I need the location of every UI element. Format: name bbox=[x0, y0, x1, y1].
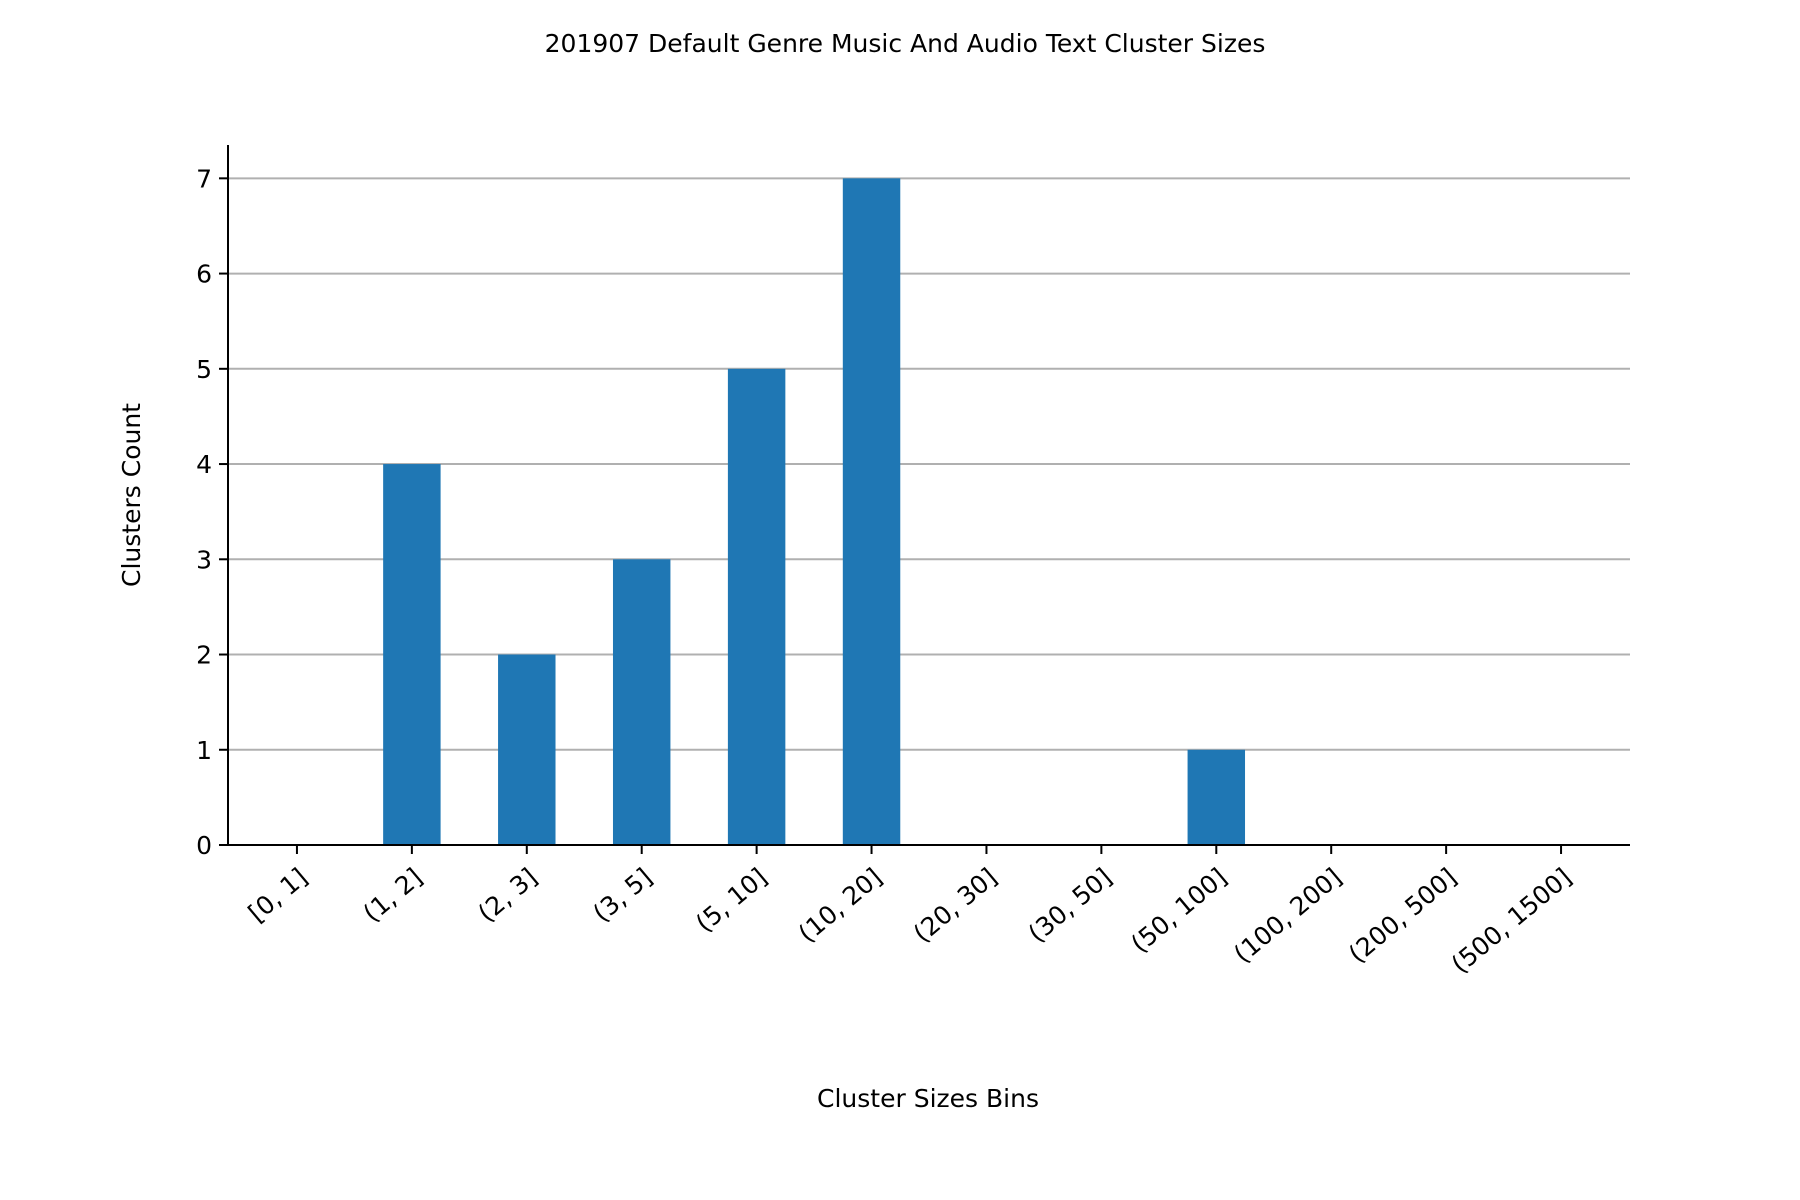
x-tick-label: (5, 10] bbox=[690, 862, 772, 938]
y-tick-label: 7 bbox=[196, 164, 212, 193]
y-tick-label: 2 bbox=[196, 641, 212, 670]
y-tick-label: 4 bbox=[196, 450, 212, 479]
bar bbox=[612, 559, 671, 845]
axes bbox=[227, 145, 1630, 846]
y-ticks: 0 1 2 3 4 5 6 7 bbox=[196, 164, 228, 860]
x-tick-label: (1, 2] bbox=[358, 862, 428, 927]
bar bbox=[498, 654, 556, 845]
gridlines bbox=[228, 177, 1630, 751]
x-tick-label: (200, 500] bbox=[1343, 862, 1462, 968]
y-tick-label: 6 bbox=[196, 260, 212, 289]
x-tick-label: [0, 1] bbox=[243, 862, 313, 927]
x-axis-label: Cluster Sizes Bins bbox=[817, 1084, 1039, 1113]
x-tick-label: (3, 5] bbox=[587, 862, 657, 927]
x-tick-label: (2, 3] bbox=[473, 862, 543, 927]
y-tick-label: 3 bbox=[196, 545, 212, 574]
x-tick-label: (500, 1500] bbox=[1446, 862, 1577, 979]
x-ticks: [0, 1] (1, 2] (2, 3] (3, 5] (5, 10] (10, 20](… bbox=[243, 845, 1577, 979]
chart-title: 201907 Default Genre Music And Audio Tex… bbox=[545, 29, 1266, 58]
bar bbox=[842, 178, 901, 846]
x-tick-label: (20, 30] bbox=[908, 862, 1003, 948]
bar bbox=[383, 464, 441, 845]
x-tick-label: (30, 50] bbox=[1023, 862, 1118, 948]
bar bbox=[1187, 749, 1246, 845]
x-tick-label: (10, 20] bbox=[793, 862, 888, 948]
bar bbox=[727, 368, 786, 845]
y-tick-label: 0 bbox=[196, 831, 212, 860]
x-tick-label: (100, 200] bbox=[1228, 862, 1347, 968]
bars bbox=[383, 178, 1246, 846]
y-tick-label: 5 bbox=[196, 355, 212, 384]
x-tick-label: (50, 100] bbox=[1125, 862, 1232, 958]
y-tick-label: 1 bbox=[196, 736, 212, 765]
y-axis-label: Clusters Count bbox=[117, 403, 146, 587]
